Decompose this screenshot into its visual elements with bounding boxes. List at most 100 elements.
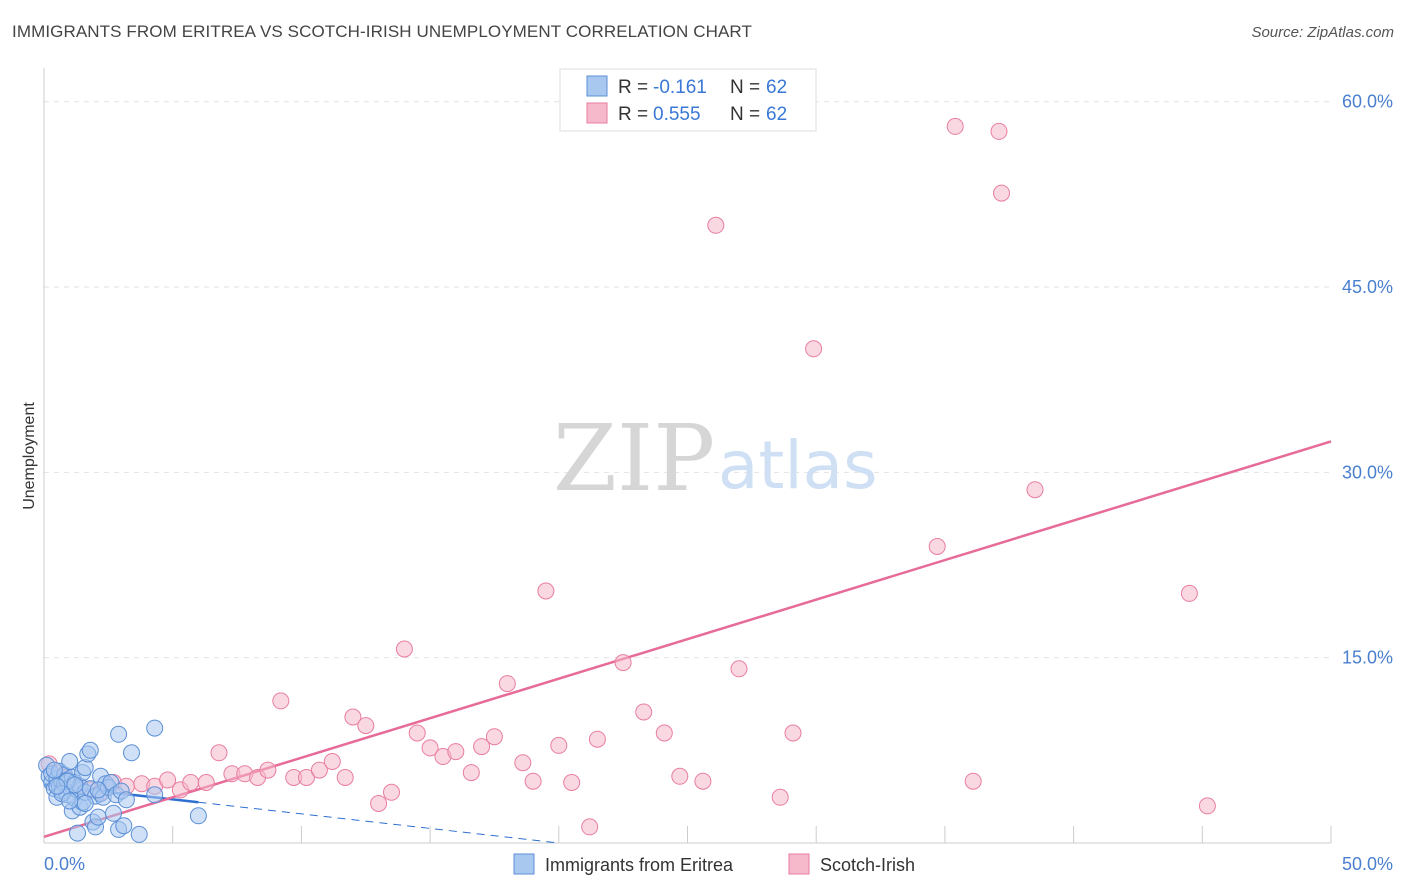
bottom-legend-label-scotch-irish: Scotch-Irish [820,855,915,875]
legend-n-label-2: N = [730,104,760,125]
point-scotch-irish [707,216,725,234]
point-scotch-irish [784,724,802,742]
bottom-legend-swatch-eritrea [513,853,535,875]
point-scotch-irish [524,772,542,790]
legend-r-value-1: -0.161 [653,77,707,98]
point-scotch-irish [928,538,946,555]
legend-n-label-1: N = [730,77,760,98]
point-scotch-irish [310,761,328,779]
point-scotch-irish [993,184,1010,202]
point-scotch-irish [259,761,277,779]
point-scotch-irish [805,340,823,358]
point-eritrea [117,791,135,809]
legend-box: R = -0.161 N = 62 R = 0.555 N = 62 [559,68,817,132]
watermark-atlas: atlas [718,427,878,504]
point-scotch-irish [990,122,1008,140]
point-scotch-irish [210,744,228,762]
x-tick-labels: 0.0% 50.0% [44,854,1393,874]
legend-r-value-2: 0.555 [653,104,701,125]
point-eritrea [81,741,99,759]
point-scotch-irish [485,728,503,746]
bottom-legend: Immigrants from Eritrea Scotch-Irish [513,853,915,875]
point-eritrea [61,753,79,770]
bottom-legend-label-eritrea: Immigrants from Eritrea [545,855,734,875]
y-tick-label: 30.0% [1342,462,1393,482]
y-tick-label: 60.0% [1342,92,1393,112]
point-scotch-irish [298,769,315,786]
point-scotch-irish [514,754,532,772]
point-scotch-irish [771,788,789,806]
legend-n-value-2: 62 [766,104,787,125]
point-eritrea [115,817,133,835]
point-scotch-irish [182,774,200,791]
legend-swatch-scotch-irish [586,102,608,124]
point-scotch-irish [550,736,568,754]
point-scotch-irish [344,708,362,726]
point-eritrea [61,792,79,810]
point-scotch-irish [447,743,465,761]
legend-r-label-2: R = [618,104,648,125]
point-eritrea [189,807,207,825]
point-scotch-irish [395,640,413,658]
legend-swatch-eritrea [586,75,608,97]
point-scotch-irish [614,654,632,672]
point-eritrea [89,808,107,826]
point-scotch-irish [421,739,439,757]
y-tick-labels: 15.0% 30.0% 45.0% 60.0% [1342,92,1393,668]
point-scotch-irish [563,774,581,791]
point-scotch-irish [159,771,177,789]
watermark: ZIP atlas [553,405,878,512]
x-tick-label: 0.0% [44,854,85,874]
point-scotch-irish [473,738,491,756]
y-axis-label: Unemployment [21,402,38,510]
grid-lines [44,101,1331,659]
point-scotch-irish [694,772,712,790]
source-label: Source: ZipAtlas.com [1251,24,1394,41]
legend-r-label-1: R = [618,77,648,98]
y-tick-label: 15.0% [1342,648,1393,668]
point-scotch-irish [1026,481,1044,499]
point-eritrea [48,777,66,795]
point-scotch-irish [383,783,400,801]
point-scotch-irish [964,772,982,790]
point-eritrea [110,725,128,743]
point-scotch-irish [1180,584,1198,602]
point-eritrea [45,761,63,779]
chart-title: IMMIGRANTS FROM ERITREA VS SCOTCH-IRISH … [12,22,752,41]
point-eritrea [105,804,122,822]
point-eritrea [66,776,84,794]
point-scotch-irish [946,117,964,135]
watermark-zip: ZIP [553,405,715,512]
data-points [38,117,1216,843]
bottom-legend-swatch-scotch-irish [788,853,810,875]
point-eritrea [123,744,140,762]
point-scotch-irish [1198,797,1216,815]
point-scotch-irish [655,724,673,742]
point-eritrea [146,719,164,737]
point-scotch-irish [336,769,354,786]
point-scotch-irish [408,724,426,742]
y-tick-label: 45.0% [1342,277,1393,297]
point-scotch-irish [197,774,215,791]
point-eritrea [130,825,148,843]
point-eritrea [69,824,86,842]
point-eritrea [76,795,94,812]
point-scotch-irish [588,730,606,748]
point-scotch-irish [671,767,689,785]
point-scotch-irish [357,717,375,735]
axes [43,68,1332,844]
trendline-eritrea [198,801,559,844]
point-scotch-irish [323,753,341,770]
point-scotch-irish [635,703,653,721]
x-tick-label: 50.0% [1342,854,1393,874]
point-scotch-irish [272,692,290,710]
point-scotch-irish [498,675,516,693]
point-scotch-irish [581,818,599,836]
point-scotch-irish [730,660,748,678]
point-scotch-irish [537,582,555,600]
legend-n-value-1: 62 [766,77,787,98]
point-eritrea [146,786,164,804]
point-eritrea [89,781,107,799]
point-scotch-irish [370,795,388,812]
